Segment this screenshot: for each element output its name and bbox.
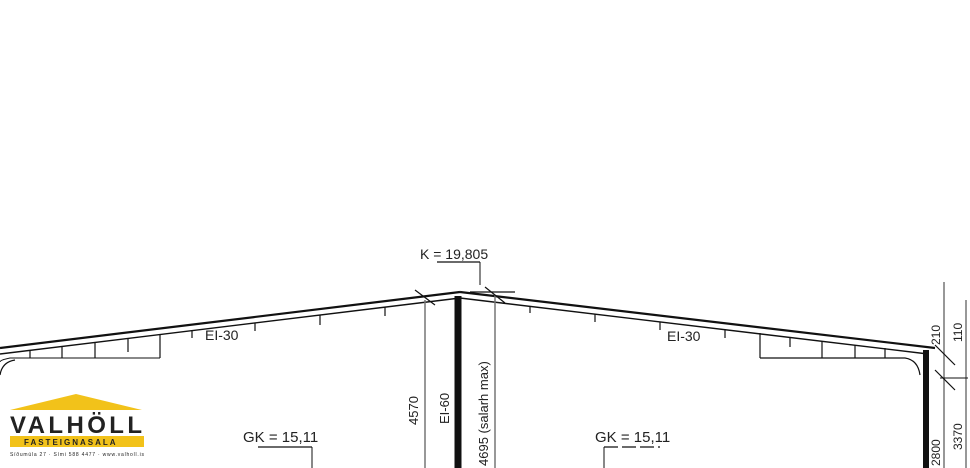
dim-height-right: 4695 (salarh max) — [476, 361, 491, 466]
dim-edge-2800: 2800 — [929, 439, 943, 466]
roof-rating-left: EI-30 — [205, 327, 239, 343]
floor-level-left: GK = 15,11 — [243, 429, 318, 446]
wall-fire-rating: EI-60 — [437, 393, 452, 424]
dim-edge-110: 110 — [951, 323, 965, 342]
roof-right-outer — [459, 290, 936, 350]
roof-right-inner — [459, 297, 929, 355]
dim-edge-3370: 3370 — [951, 423, 965, 450]
valholl-logo: VALHÖLL FASTEIGNASALA Síðumúla 27 · Sími… — [10, 394, 144, 458]
ridge-level-label: K = 19,805 — [420, 246, 488, 262]
svg-text:FASTEIGNASALA: FASTEIGNASALA — [24, 438, 118, 447]
ceiling-left-curve — [0, 359, 16, 376]
roof-left-outer — [0, 290, 461, 350]
floor-level-right: GK = 15,11 — [595, 429, 670, 446]
dim-edge-210: 210 — [929, 325, 943, 345]
svg-text:VALHÖLL: VALHÖLL — [10, 412, 142, 439]
roof-rating-right: EI-30 — [667, 328, 701, 344]
roof-left-inner — [0, 297, 461, 355]
ceiling-right-curve — [760, 357, 921, 376]
ceiling-left — [0, 357, 160, 363]
dim-height-left: 4570 — [406, 396, 421, 425]
svg-text:Síðumúla 27 · Sími 588 4477 ·: Síðumúla 27 · Sími 588 4477 · www.valhol… — [10, 451, 144, 458]
